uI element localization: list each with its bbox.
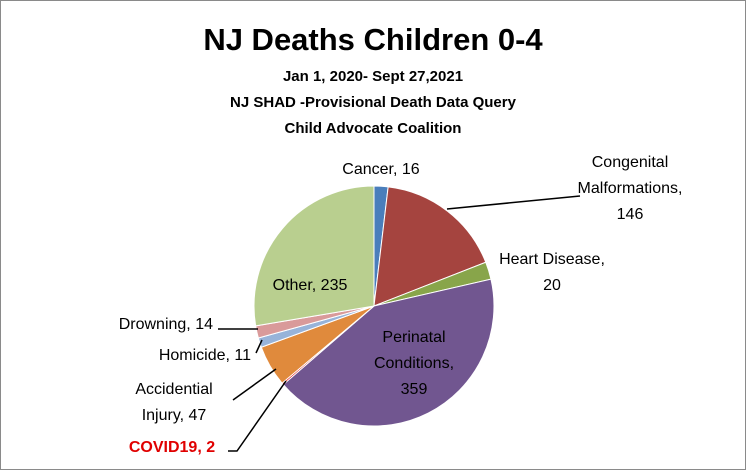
leader-line-congenital-malformations [446, 195, 581, 210]
chart-title: NJ Deaths Children 0-4 [203, 22, 543, 57]
data-label-covid19: COVID19, 2 [129, 439, 215, 456]
pie-slice-perinatal-conditions [282, 278, 495, 427]
data-label-drowning: Drowning, 14 [119, 316, 213, 333]
data-label-other: Other, 235 [273, 277, 348, 294]
data-label-congenital-malformations: Congenital Malformations, 146 [578, 154, 683, 223]
leader-line-homicide [255, 339, 263, 354]
chart-subtitle-date-range: Jan 1, 2020- Sept 27,2021 [282, 68, 464, 85]
data-label-cancer: Cancer, 16 [342, 161, 419, 178]
data-label-accidential-injury: Accidential Injury, 47 [135, 381, 212, 424]
chart-subtitle-organization: Child Advocate Coalition [284, 120, 462, 137]
chart-subtitle-source: NJ SHAD -Provisional Death Data Query [230, 94, 516, 111]
leader-line-accidential-injury [232, 368, 277, 401]
pie-slice-other [253, 185, 375, 327]
leader-line-covid19 [228, 380, 287, 452]
data-label-perinatal-conditions: Perinatal Conditions, 359 [374, 329, 454, 398]
data-label-heart-disease: Heart Disease, 20 [499, 251, 605, 294]
pie-slice-congenital-malformations [373, 186, 487, 307]
data-label-homicide: Homicide, 11 [159, 347, 251, 364]
